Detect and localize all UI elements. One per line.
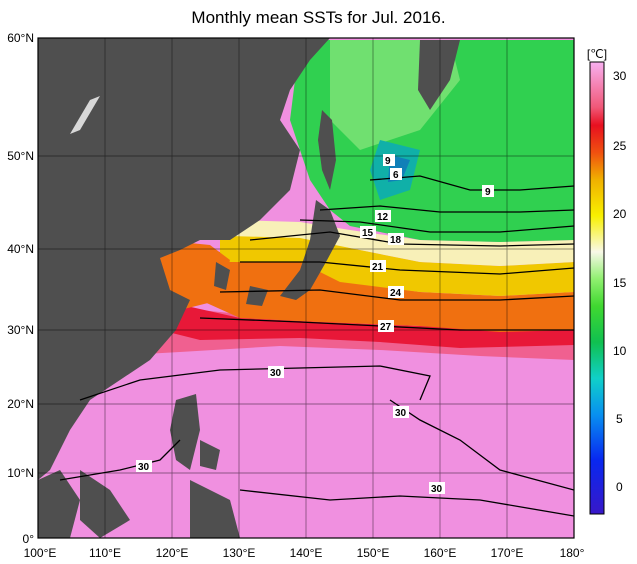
map-title: Monthly mean SSTs for Jul. 2016. xyxy=(191,8,446,27)
lon-axis-labels: 100°E 110°E 120°E 130°E 140°E 150°E 160°… xyxy=(24,546,585,560)
contour-label: 27 xyxy=(380,322,392,333)
plot-frame xyxy=(37,37,575,539)
lon-label: 120°E xyxy=(156,546,189,560)
lat-label: 60°N xyxy=(7,31,34,45)
lat-label: 0° xyxy=(23,532,35,546)
contour-label: 15 xyxy=(362,228,374,239)
colorbar-tick: 0 xyxy=(616,480,623,494)
lat-label: 50°N xyxy=(7,149,34,163)
colorbar-tick: 20 xyxy=(613,207,627,221)
colorbar-unit: [℃] xyxy=(587,47,607,61)
lat-axis-labels: 60°N 50°N 40°N 30°N 20°N 10°N 0° xyxy=(7,31,34,546)
lat-label: 20°N xyxy=(7,397,34,411)
lon-label: 100°E xyxy=(24,546,57,560)
contour-label-group: 9 6 9 12 15 18 21 24 27 30 30 30 30 xyxy=(136,154,494,495)
lon-label: 140°E xyxy=(290,546,323,560)
colorbar-tick: 25 xyxy=(613,139,627,153)
contour-label: 21 xyxy=(372,262,384,273)
contour-label: 24 xyxy=(390,288,402,299)
contour-label: 30 xyxy=(431,484,443,495)
lat-label: 40°N xyxy=(7,242,34,256)
contour-label: 30 xyxy=(138,462,150,473)
colorbar-tick: 30 xyxy=(613,69,627,83)
contour-label: 6 xyxy=(393,170,399,181)
lat-label: 30°N xyxy=(7,323,34,337)
colorbar: [℃] 30 25 20 15 10 5 0 xyxy=(587,47,627,515)
contour-label: 9 xyxy=(485,187,491,198)
lon-label: 130°E xyxy=(223,546,256,560)
colorbar-tick: 5 xyxy=(616,412,623,426)
lon-label: 160°E xyxy=(424,546,457,560)
lon-label: 170°E xyxy=(491,546,524,560)
lon-label: 180° xyxy=(560,546,585,560)
contour-label: 12 xyxy=(377,212,389,223)
contour-label: 30 xyxy=(395,408,407,419)
land xyxy=(38,38,460,538)
colorbar-scale xyxy=(589,61,605,515)
graticule xyxy=(38,38,574,538)
lon-label: 110°E xyxy=(89,546,121,560)
contour-label: 18 xyxy=(390,235,402,246)
lon-label: 150°E xyxy=(357,546,390,560)
contour-label: 9 xyxy=(385,156,391,167)
contour-label: 30 xyxy=(270,368,282,379)
colorbar-tick: 15 xyxy=(613,276,627,290)
lat-label: 10°N xyxy=(7,466,34,480)
colorbar-tick: 10 xyxy=(613,344,627,358)
